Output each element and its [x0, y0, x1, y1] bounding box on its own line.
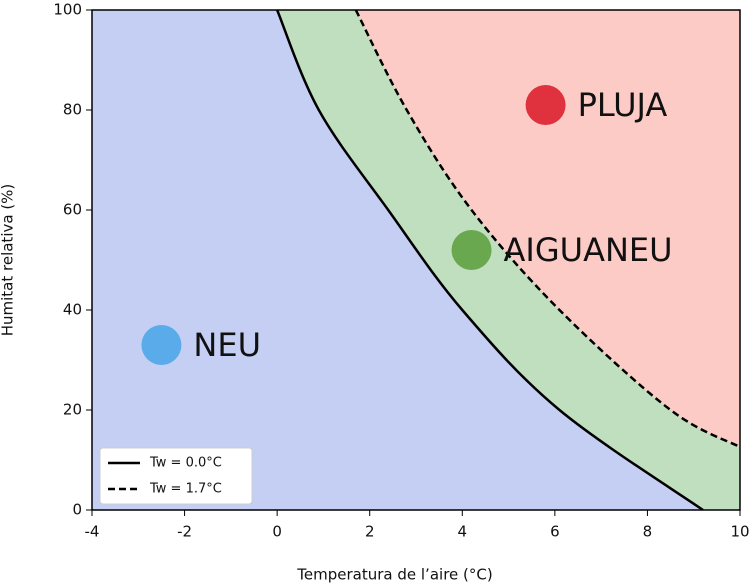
- point: [451, 230, 492, 270]
- y-tick-label: 100: [53, 1, 82, 19]
- region: [277, 10, 740, 510]
- x-tick-label: 8: [643, 523, 653, 541]
- y-tick-label: 0: [72, 501, 82, 519]
- x-tick-label: 2: [365, 523, 375, 541]
- axes-frame: [91, 9, 741, 511]
- x-tick-label: 10: [730, 523, 749, 541]
- x-tick-label: -2: [177, 523, 192, 541]
- legend-label: Tw = 1.7°C: [149, 482, 222, 497]
- x-tick-label: -4: [85, 523, 100, 541]
- curve: [354, 10, 740, 449]
- y-axis-label: Humitat relativa (%): [0, 184, 17, 337]
- y-tick-label: 40: [63, 301, 82, 319]
- legend-label: Tw = 0.0°C: [149, 456, 222, 471]
- curve: [275, 10, 704, 510]
- x-tick-label: 6: [550, 523, 560, 541]
- annotation: AIGUANEU: [504, 231, 673, 269]
- annotation: NEU: [193, 326, 261, 364]
- y-tick-label: 20: [63, 401, 82, 419]
- point: [141, 325, 182, 365]
- x-tick-label: 0: [272, 523, 282, 541]
- point: [525, 85, 566, 125]
- x-tick-label: 4: [458, 523, 468, 541]
- y-tick-label: 60: [63, 201, 82, 219]
- y-tick-label: 80: [63, 101, 82, 119]
- plot: [92, 10, 740, 510]
- x-axis-label: Temperatura de l’aire (°C): [296, 566, 492, 583]
- annotation: PLUJA: [578, 86, 668, 124]
- region: [92, 10, 703, 510]
